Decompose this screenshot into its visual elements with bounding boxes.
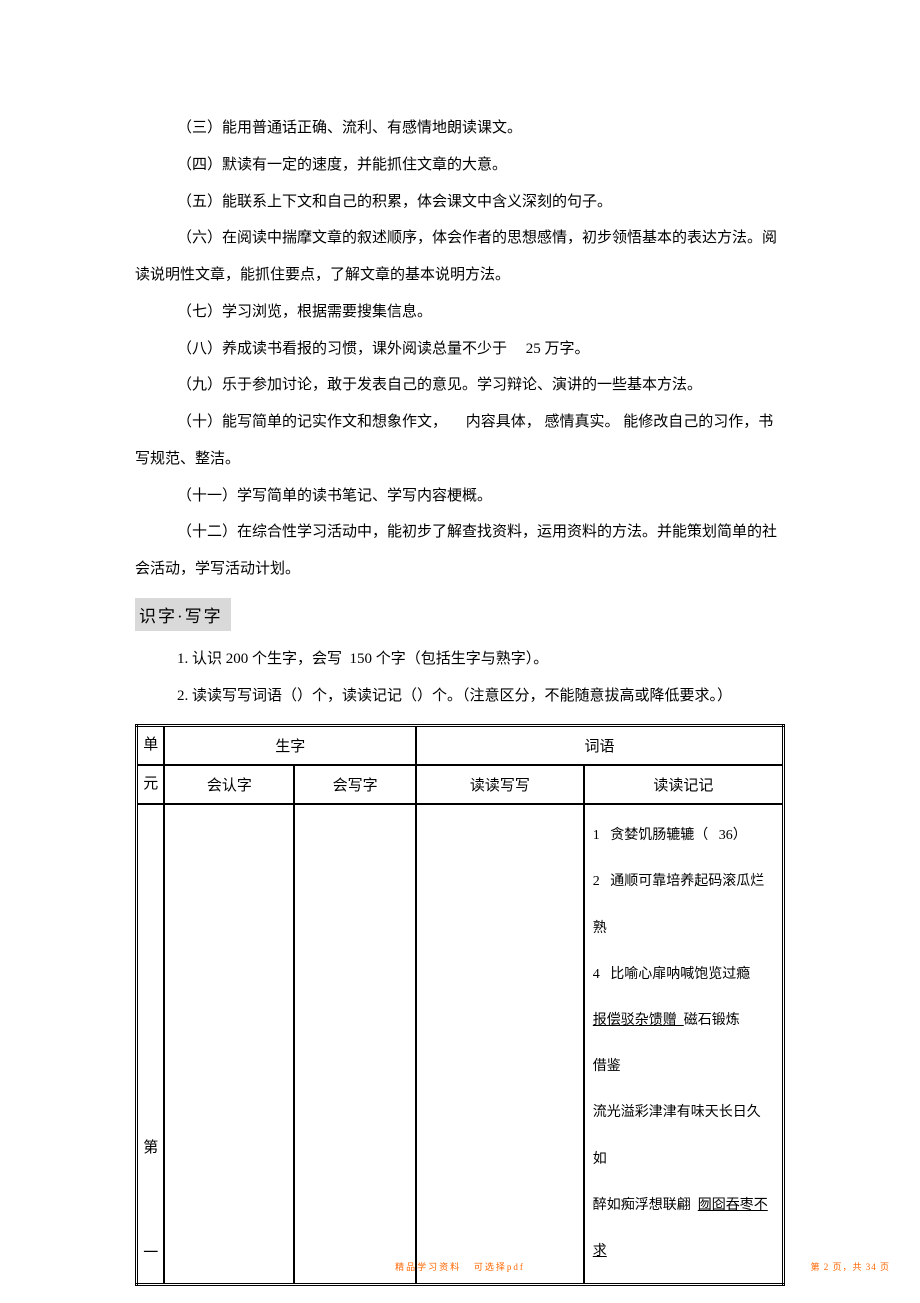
paragraph-10: （十）能写简单的记实作文和想象作文， 内容具体， 感情真实。 能修改自己的习作，… (135, 404, 785, 478)
paragraph-5: （五）能联系上下文和自己的积累，体会课文中含义深刻的句子。 (135, 184, 785, 221)
paragraph-3: （三）能用普通话正确、流利、有感情地朗读课文。 (135, 110, 785, 147)
header-unit-1: 单 (137, 726, 165, 766)
cell-dudujiji: 1 贪婪饥肠辘辘（ 36） 2 通顺可靠培养起码滚瓜烂熟 4 比喻心扉呐喊饱览过… (584, 804, 784, 1284)
header-dudujiji: 读读记记 (584, 765, 784, 804)
list-item-2: 2. 读读写写词语（）个，读读记记（）个。（注意区分，不能随意拔高或降低要求。） (135, 678, 785, 715)
page-content: （三）能用普通话正确、流利、有感情地朗读课文。 （四）默读有一定的速度，并能抓住… (0, 0, 920, 1286)
table-header-row-1: 单 生字 词语 (137, 726, 784, 766)
table-row: 第 一 1 贪婪饥肠辘辘（ 36） 2 通顺可靠培养起码滚瓜烂熟 4 比喻心扉呐… (137, 804, 784, 1284)
header-ciyu: 词语 (416, 726, 783, 766)
character-table: 单 生字 词语 元 会认字 会写字 读读写写 读读记记 第 一 (135, 724, 785, 1286)
paragraph-11: （十一）学写简单的读书笔记、学写内容梗概。 (135, 478, 785, 515)
footer-left: 精品学习资料 可选择pdf (395, 1260, 525, 1273)
list-item-1: 1. 认识 200 个生字，会写 150 个字（包括生字与熟字）。 (135, 641, 785, 678)
cell-duduxiexie (416, 804, 584, 1284)
paragraph-4: （四）默读有一定的速度，并能抓住文章的大意。 (135, 147, 785, 184)
footer-right: 第 2 页，共 34 页 (810, 1260, 890, 1273)
table-header-row-2: 元 会认字 会写字 读读写写 读读记记 (137, 765, 784, 804)
paragraph-6: （六）在阅读中揣摩文章的叙述顺序，体会作者的思想感情，初步领悟基本的表达方法。阅… (135, 220, 785, 294)
paragraph-7: （七）学习浏览，根据需要搜集信息。 (135, 294, 785, 331)
header-shengzi: 生字 (164, 726, 416, 766)
paragraph-9: （九）乐于参加讨论，敢于发表自己的意见。学习辩论、演讲的一些基本方法。 (135, 367, 785, 404)
header-huixiezi: 会写字 (294, 765, 416, 804)
header-duduxiexie: 读读写写 (416, 765, 584, 804)
header-huirenzi: 会认字 (164, 765, 294, 804)
cell-unit: 第 一 (137, 804, 165, 1284)
header-unit-2: 元 (137, 765, 165, 804)
paragraph-8: （八）养成读书看报的习惯，课外阅读总量不少于 25 万字。 (135, 331, 785, 368)
cell-huirenzi (164, 804, 294, 1284)
paragraph-12: （十二）在综合性学习活动中，能初步了解查找资料，运用资料的方法。并能策划简单的社… (135, 514, 785, 588)
cell-huixiezi (294, 804, 416, 1284)
section-heading-shizi: 识字·写字 (135, 598, 231, 631)
